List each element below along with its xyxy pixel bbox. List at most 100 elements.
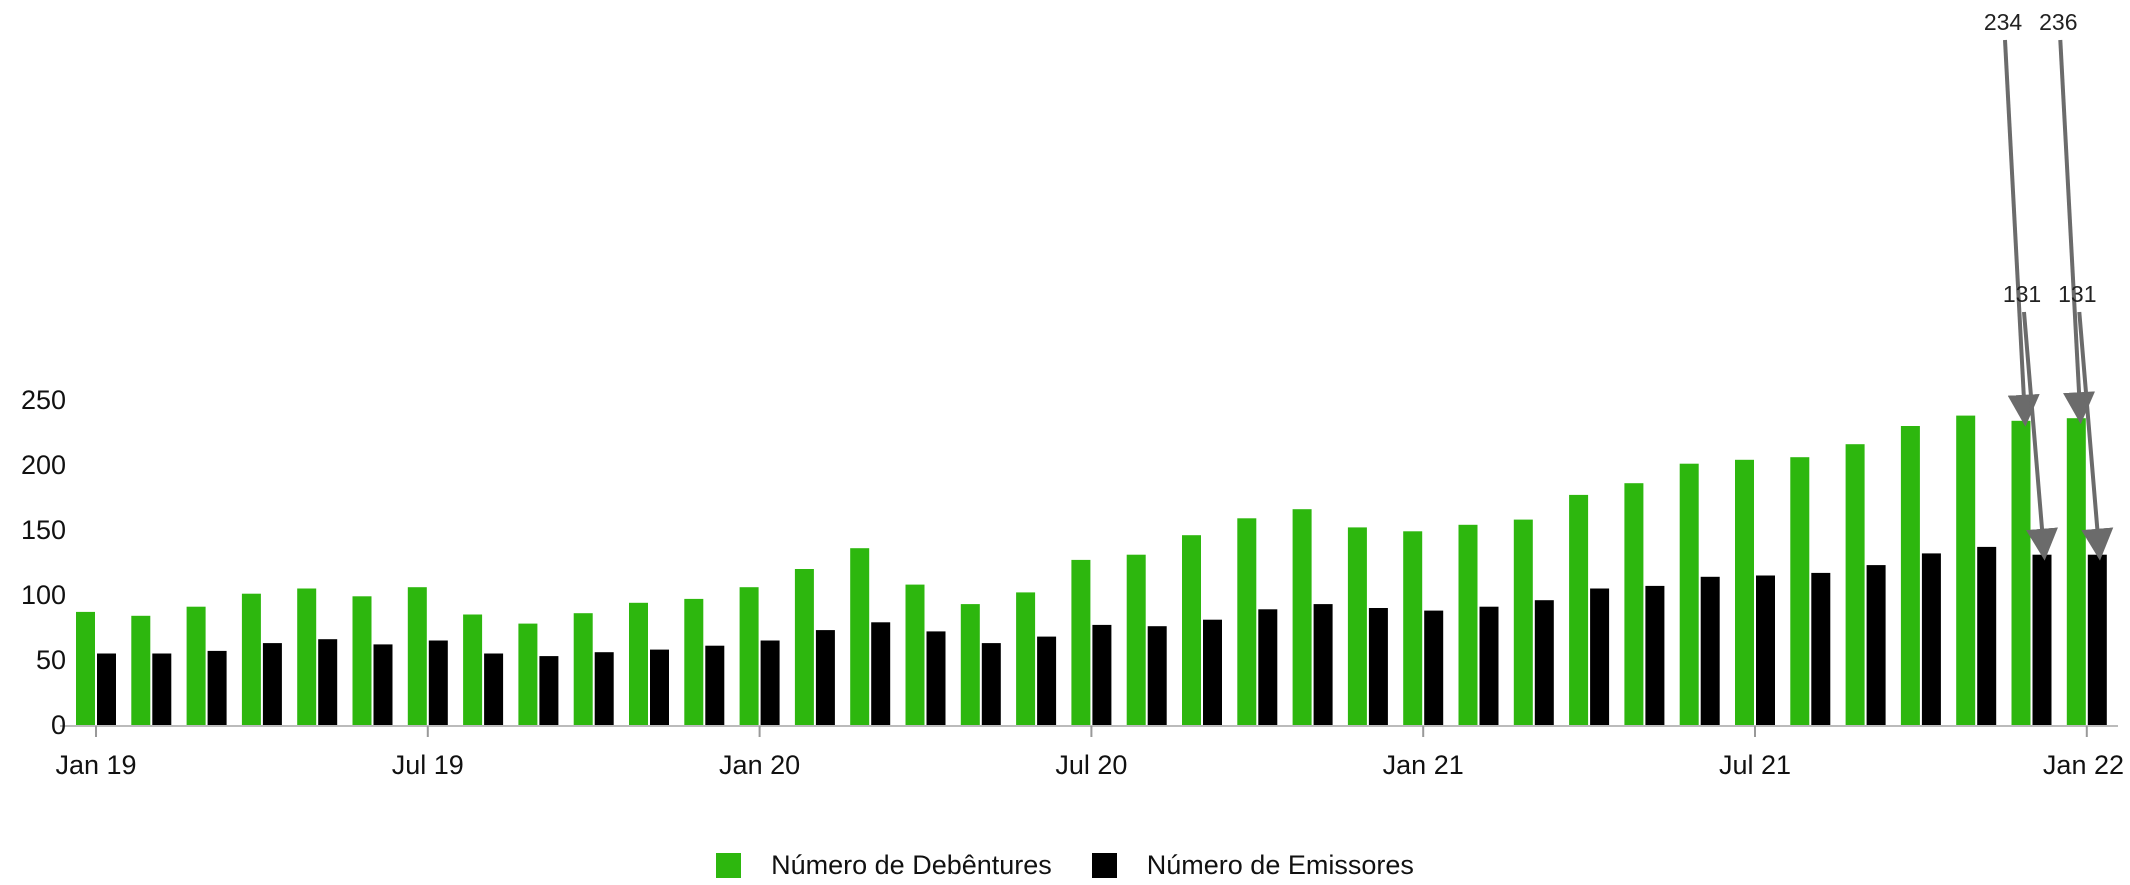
bar-emissores-34 [1977, 546, 1997, 725]
bar-emissores-12 [760, 640, 780, 725]
annotations-layer: 234 236 131 131 [1984, 9, 2114, 561]
y-tick-label-150: 150 [21, 515, 66, 545]
bar-debentures-21 [1237, 518, 1257, 725]
bar-emissores-13 [815, 630, 835, 725]
bar-emissores-1 [152, 653, 172, 725]
bar-debentures-5 [352, 596, 372, 725]
bar-emissores-2 [207, 650, 227, 725]
bar-emissores-3 [262, 643, 282, 725]
bar-emissores-14 [871, 622, 891, 725]
bar-debentures-11 [684, 598, 704, 725]
bar-emissores-6 [428, 640, 448, 725]
bar-debentures-1 [131, 615, 151, 725]
y-tick-label-0: 0 [51, 710, 66, 740]
bar-emissores-30 [1756, 575, 1775, 725]
bar-emissores-10 [650, 649, 669, 725]
annotation-arrow [2003, 39, 2040, 427]
legend-item-debentures: Número de Debêntures [716, 850, 1052, 881]
bar-emissores-20 [1203, 619, 1222, 725]
bar-debentures-4 [297, 588, 317, 725]
bar-debentures-31 [1790, 457, 1810, 725]
y-tick-label-200: 200 [21, 450, 66, 480]
bar-debentures-23 [1347, 527, 1367, 725]
bar-emissores-33 [1921, 553, 1941, 725]
bar-debentures-9 [573, 613, 593, 725]
bar-debentures-12 [739, 587, 759, 725]
bar-debentures-35 [2011, 420, 2031, 725]
bar-emissores-35 [2032, 554, 2052, 725]
y-axis-ticks: 0 50 100 150 200 250 [21, 385, 66, 740]
annotation-label: 131 [2003, 281, 2041, 307]
bar-emissores-28 [1645, 585, 1665, 725]
bar-debentures-20 [1182, 535, 1201, 725]
bar-emissores-5 [373, 644, 393, 725]
bar-emissores-31 [1811, 572, 1831, 725]
bar-debentures-8 [518, 623, 538, 725]
bar-chart: 0 50 100 150 200 250 Jan 19 Jul 19 Jan 20 Jul 20… [21, 9, 2124, 780]
bar-debentures-2 [186, 606, 206, 725]
bar-debentures-28 [1624, 483, 1644, 725]
bar-emissores-4 [318, 639, 338, 725]
legend-label-debentures: Número de Debêntures [771, 850, 1052, 880]
bar-emissores-25 [1479, 606, 1499, 725]
bar-debentures-33 [1900, 426, 1920, 725]
bar-emissores-0 [97, 653, 116, 725]
bar-debentures-19 [1126, 554, 1146, 725]
bar-debentures-27 [1569, 494, 1589, 725]
bar-emissores-29 [1700, 576, 1720, 725]
bar-debentures-32 [1845, 444, 1865, 725]
bar-emissores-15 [926, 631, 946, 725]
bar-emissores-11 [705, 645, 725, 725]
x-tick-label: Jan 22 [2043, 750, 2124, 780]
bar-debentures-17 [1016, 592, 1036, 725]
legend-label-emissores: Número de Emissores [1146, 850, 1414, 880]
x-tick-label: Jul 20 [1055, 750, 1127, 780]
bar-emissores-21 [1258, 609, 1278, 725]
annotation-arrow [2077, 311, 2114, 561]
annotation-label: 131 [2058, 281, 2096, 307]
x-tick-label: Jan 19 [55, 750, 136, 780]
bar-debentures-29 [1679, 463, 1699, 725]
bar-debentures-6 [407, 587, 427, 725]
bar-emissores-7 [484, 653, 504, 725]
bar-emissores-27 [1590, 588, 1610, 725]
bar-debentures-25 [1458, 524, 1478, 725]
legend: Número de Debêntures Número de Emissores [0, 850, 2130, 881]
annotation-label: 234 [1984, 9, 2023, 35]
bar-emissores-18 [1092, 624, 1112, 725]
bar-emissores-22 [1313, 604, 1333, 725]
bar-debentures-30 [1735, 459, 1754, 725]
legend-swatch-debentures [716, 853, 742, 878]
bar-debentures-22 [1292, 509, 1312, 725]
x-tick-label: Jul 21 [1719, 750, 1791, 780]
bar-debentures-15 [905, 584, 925, 725]
bar-emissores-23 [1368, 608, 1388, 725]
bar-debentures-3 [241, 593, 261, 725]
bar-debentures-10 [629, 602, 648, 725]
bar-debentures-24 [1403, 531, 1423, 725]
y-tick-label-250: 250 [21, 385, 66, 415]
bar-emissores-19 [1147, 626, 1167, 725]
bar-emissores-24 [1424, 610, 1444, 725]
y-tick-label-50: 50 [36, 645, 66, 675]
x-tick-label: Jul 19 [392, 750, 464, 780]
bar-debentures-26 [1513, 519, 1533, 725]
bar-debentures-36 [2066, 418, 2086, 725]
bar-debentures-13 [794, 569, 814, 725]
bar-emissores-32 [1866, 565, 1886, 725]
x-tick-label: Jan 21 [1383, 750, 1464, 780]
bar-debentures-18 [1071, 559, 1091, 725]
bar-emissores-9 [594, 652, 614, 725]
legend-swatch-emissores [1091, 853, 1117, 878]
bar-debentures-14 [850, 548, 870, 725]
bar-debentures-0 [76, 611, 95, 725]
annotation-arrow [2058, 39, 2096, 425]
bar-emissores-36 [2087, 554, 2107, 725]
x-tick-label: Jan 20 [719, 750, 800, 780]
bars-layer [76, 415, 2107, 725]
bar-emissores-8 [539, 656, 559, 725]
x-axis-ticks: Jan 19 Jul 19 Jan 20 Jul 20 Jan 21 Jul 21 Jan … [55, 726, 2124, 780]
bar-emissores-17 [1037, 636, 1057, 725]
bar-emissores-26 [1534, 600, 1554, 725]
bar-debentures-16 [960, 604, 980, 725]
